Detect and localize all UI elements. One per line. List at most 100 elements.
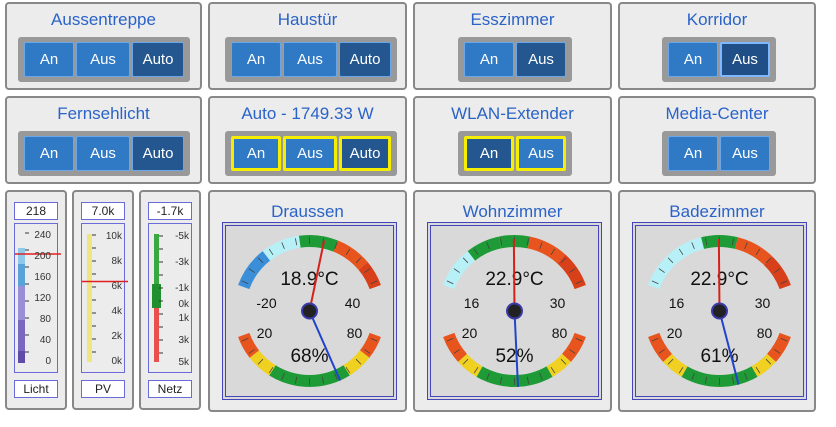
needle-pivot — [506, 302, 523, 320]
temp-tick — [364, 268, 371, 273]
auto-button[interactable]: Auto — [339, 136, 391, 171]
meter-scale-graphic: 10k 8k 6k 4k 2k 0k — [82, 231, 128, 367]
gauge-panel-badezimmer: Badezimmer 22.9°C 16 30 20 80 61% — [618, 190, 816, 412]
temp-scale-segment — [443, 251, 476, 290]
humidity-tick — [364, 349, 371, 354]
gauge-inner-frame — [430, 225, 599, 397]
temp-tick — [257, 257, 264, 264]
humidity-scale-segment — [343, 350, 370, 376]
meter-netz: -1.7k -5k -3k -1k 0k 1k 3k 5k Netz — [139, 190, 201, 410]
button-group: An Aus — [662, 131, 776, 176]
an-button[interactable]: An — [24, 42, 74, 77]
humidity-scale-segment — [238, 332, 260, 358]
temp-tick — [550, 248, 556, 256]
meter-tick-label: -3k — [175, 257, 190, 268]
humidity-tick — [691, 372, 695, 380]
humidity-tick — [731, 376, 735, 384]
meter-tick-label: -1k — [175, 283, 190, 294]
temp-tick — [462, 257, 469, 264]
meter-label: PV — [81, 380, 125, 398]
humidity-tick — [453, 349, 460, 354]
humidity-tick — [462, 358, 469, 365]
auto-button[interactable]: Auto — [132, 136, 184, 171]
temp-tick — [780, 280, 788, 285]
meter-label: Netz — [148, 380, 192, 398]
temp-tick — [667, 257, 674, 264]
humidity-scale-segment — [476, 366, 553, 387]
temp-scale-segment — [298, 235, 338, 252]
gauge-panel-draussen: Draussen 18.9°C -20 40 20 80 68% — [208, 190, 407, 412]
meter-tick-label: -5k — [175, 231, 190, 242]
an-button[interactable]: An — [668, 136, 718, 171]
meter-value: 7.0k — [81, 202, 125, 220]
temp-scale-segment — [648, 252, 679, 290]
humidity-tick — [658, 349, 665, 354]
switch-panel-korridor: Korridor An Aus — [618, 2, 816, 90]
gauge-title: Badezimmer — [669, 202, 765, 221]
an-button[interactable]: An — [668, 42, 718, 77]
switch-panel-media-center: Media-Center An Aus — [618, 96, 816, 184]
needle-pivot — [711, 302, 728, 320]
humidity-tick — [294, 376, 298, 384]
humidity-tick — [575, 337, 583, 342]
aus-button[interactable]: Aus — [720, 42, 770, 77]
an-button[interactable]: An — [464, 42, 514, 77]
switch-title: Haustür — [277, 10, 338, 29]
switch-panel-haustuer: Haustür An Aus Auto — [208, 2, 407, 90]
temp-scale-min-label: 16 — [669, 295, 685, 311]
meter-scale-graphic: -5k -3k -1k 0k 1k 3k 5k — [152, 231, 190, 368]
switch-title: Aussentreppe — [51, 10, 156, 29]
humidity-tick — [744, 372, 748, 380]
meter-licht: 218 240 200 160 120 80 40 0 Licht — [5, 190, 67, 410]
aus-button[interactable]: Aus — [76, 42, 130, 77]
meter-tick-label: 40 — [40, 335, 52, 346]
aus-button[interactable]: Aus — [516, 42, 566, 77]
switch-panel-wlan-extender: WLAN-Extender An Aus — [413, 96, 612, 184]
aus-button[interactable]: Aus — [283, 42, 337, 77]
temp-scale-segment — [734, 237, 773, 265]
auto-button[interactable]: Auto — [132, 42, 184, 77]
temp-tick — [294, 238, 298, 246]
meter-tick-label: 2k — [111, 331, 123, 342]
humidity-tick — [678, 366, 684, 374]
an-button[interactable]: An — [464, 136, 514, 171]
switch-title: WLAN-Extender — [451, 104, 574, 123]
temp-tick — [569, 268, 576, 273]
temp-tick — [575, 280, 583, 285]
meter-tick-label: 8k — [111, 256, 123, 267]
temperature-needle — [512, 238, 516, 312]
an-button[interactable]: An — [24, 136, 74, 171]
temp-scale-segment — [262, 235, 301, 261]
humidity-tick — [667, 358, 674, 365]
meter-tick-label: 3k — [178, 335, 190, 346]
humidity-scale-max-label: 80 — [757, 325, 773, 341]
meter-label: Licht — [14, 380, 58, 398]
aus-button[interactable]: Aus — [283, 136, 337, 171]
meter-pv: 7.0k 10k 8k 6k 4k 2k 0k PV — [72, 190, 134, 410]
gauge: 18.9°C-20 40 20 80 68% — [222, 222, 397, 400]
humidity-tick — [345, 366, 351, 374]
humidity-tick — [334, 372, 338, 380]
aus-button[interactable]: Aus — [76, 136, 130, 171]
aus-button[interactable]: Aus — [516, 136, 566, 171]
temp-tick — [486, 242, 490, 250]
an-button[interactable]: An — [231, 42, 281, 77]
meter-value: 218 — [14, 202, 58, 220]
temp-tick — [755, 248, 761, 256]
auto-button[interactable]: Auto — [339, 42, 391, 77]
temp-tick — [658, 268, 665, 273]
temp-tick — [370, 280, 378, 285]
humidity-scale-min-label: 20 — [667, 325, 683, 341]
humidity-needle — [513, 310, 519, 387]
meter-tick-label: 120 — [34, 293, 51, 304]
meter-scale: -5k -3k -1k 0k 1k 3k 5k — [148, 223, 192, 373]
an-button[interactable]: An — [231, 136, 281, 171]
humidity-tick — [473, 366, 479, 374]
button-group: An Aus — [662, 37, 776, 82]
aus-button[interactable]: Aus — [720, 136, 770, 171]
humidity-scale-segment — [751, 353, 776, 377]
temp-scale-max-label: 40 — [345, 295, 361, 311]
humidity-tick — [755, 366, 761, 374]
